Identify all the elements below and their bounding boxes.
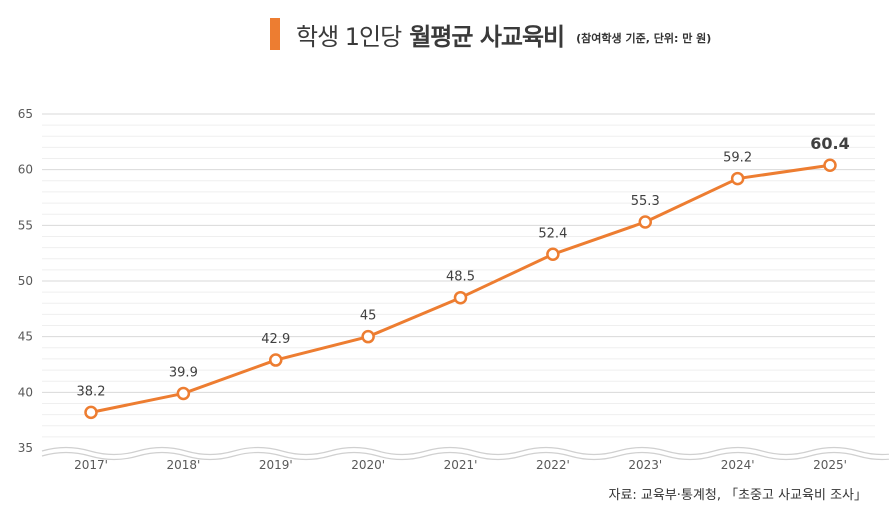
x-tick-label: 2022'	[536, 458, 570, 472]
title-accent-bar	[270, 18, 280, 50]
x-tick-label: 2018'	[166, 458, 200, 472]
axis-break-line	[41, 446, 889, 456]
title-bold: 월평균 사교육비	[409, 22, 565, 51]
data-point	[84, 405, 98, 420]
x-tick-label: 2023'	[628, 458, 662, 472]
data-point	[546, 247, 560, 262]
data-point	[638, 215, 652, 229]
data-label: 59.2	[723, 151, 752, 166]
data-label: 38.2	[77, 384, 106, 399]
data-point	[823, 158, 837, 172]
data-label: 45	[360, 309, 377, 324]
y-tick-label: 65	[18, 107, 33, 121]
data-label: 39.9	[169, 365, 198, 380]
title-prefix: 학생 1인당	[296, 22, 402, 51]
x-tick-label: 2017'	[74, 458, 108, 472]
data-point	[730, 171, 745, 186]
axis-break-line	[41, 451, 889, 461]
source-note: 자료: 교육부·통계청, 「초중고 사교육비 조사」	[608, 488, 868, 503]
data-label: 42.9	[261, 332, 290, 347]
chart-title: 학생 1인당 월평균 사교육비 (참여학생 기준, 단위: 만 원)	[270, 14, 711, 54]
y-tick-label: 50	[18, 274, 33, 288]
y-tick-label: 40	[18, 385, 33, 399]
y-tick-label: 45	[18, 330, 33, 344]
data-label: 48.5	[446, 270, 475, 285]
x-tick-label: 2021'	[444, 458, 478, 472]
y-tick-label: 35	[18, 441, 33, 455]
data-point	[269, 353, 283, 367]
data-point	[361, 329, 375, 344]
x-tick-label: 2020'	[351, 458, 385, 472]
x-tick-label: 2024'	[721, 458, 755, 472]
x-tick-label: 2025'	[813, 458, 847, 472]
series-line	[90, 163, 831, 414]
data-label: 60.4	[810, 134, 849, 153]
data-point	[176, 386, 191, 401]
x-tick-label: 2019'	[259, 458, 293, 472]
data-label: 55.3	[631, 194, 660, 209]
title-unit-note: (참여학생 기준, 단위: 만 원)	[576, 32, 712, 45]
data-label: 52.4	[538, 226, 567, 241]
data-point	[453, 290, 468, 305]
y-tick-label: 55	[18, 218, 33, 232]
y-tick-label: 60	[18, 163, 33, 177]
